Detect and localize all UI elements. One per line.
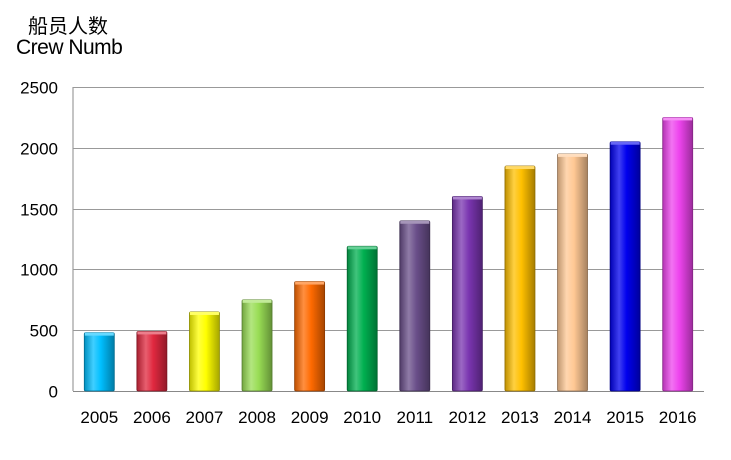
- bar-body: [504, 165, 536, 392]
- x-tick-label: 2009: [291, 408, 329, 427]
- bar-top-bevel: [558, 153, 588, 157]
- bar-top-bevel: [295, 281, 325, 285]
- bar-top-bevel: [663, 117, 693, 121]
- bar-top-bevel: [347, 246, 377, 250]
- bar-2012: [451, 196, 483, 392]
- bar-2008: [241, 299, 273, 392]
- bar-top-bevel: [189, 311, 219, 315]
- x-tick-label: 2015: [606, 408, 644, 427]
- chart-title-chinese: 船员人数: [28, 14, 108, 38]
- gridlines: [72, 87, 704, 392]
- bar-top-bevel: [242, 299, 272, 303]
- bar-top-bevel: [84, 332, 114, 336]
- bar-body: [557, 153, 588, 392]
- bar-body: [136, 331, 168, 392]
- x-tick-label: 2016: [659, 408, 697, 427]
- bar-2005: [83, 332, 115, 392]
- bar-body: [189, 311, 220, 392]
- bar-2009: [294, 281, 326, 392]
- bar-top-bevel: [137, 331, 167, 335]
- x-tick-label: 2008: [238, 408, 276, 427]
- bar-body: [609, 141, 641, 392]
- y-axis-tick-labels: 0 500 1000 1500 2000 2500: [20, 79, 58, 402]
- x-tick-label: 2010: [343, 408, 381, 427]
- x-axis-tick-labels: 2005 2006 2007 2008 2009 2010 2011 2012 2013 2014…: [80, 408, 696, 427]
- bar-body: [294, 281, 326, 392]
- bar-body: [399, 220, 431, 392]
- x-tick-label: 2007: [186, 408, 224, 427]
- bar-2013: [504, 165, 536, 392]
- bar-body: [241, 299, 273, 392]
- bar-2015: [609, 141, 641, 392]
- y-tick-label: 0: [49, 383, 58, 402]
- bar-2016: [662, 117, 694, 392]
- bar-body: [346, 245, 378, 392]
- y-tick-label: 2000: [20, 140, 58, 159]
- x-tick-label: 2012: [448, 408, 486, 427]
- bar-2014: [557, 153, 588, 392]
- bar-top-bevel: [452, 196, 482, 200]
- x-tick-label: 2013: [501, 408, 539, 427]
- bar-body: [662, 117, 694, 392]
- bar-2010: [346, 245, 378, 392]
- y-tick-label: 1000: [20, 261, 58, 280]
- bar-top-bevel: [400, 220, 430, 224]
- bar-2007: [189, 311, 220, 392]
- bars: [83, 117, 694, 392]
- x-tick-label: 2011: [397, 408, 434, 427]
- x-tick-label: 2005: [80, 408, 118, 427]
- x-tick-label: 2014: [554, 408, 592, 427]
- y-tick-label: 1500: [20, 201, 58, 220]
- bar-2011: [399, 220, 431, 392]
- bar-body: [83, 332, 115, 392]
- bar-top-bevel: [610, 141, 640, 145]
- y-tick-label: 500: [30, 322, 58, 341]
- bar-2006: [136, 331, 168, 392]
- bar-body: [451, 196, 483, 392]
- x-tick-label: 2006: [133, 408, 171, 427]
- y-tick-label: 2500: [20, 79, 58, 98]
- bar-top-bevel: [505, 166, 535, 170]
- chart-title-english: Crew Numb: [16, 36, 123, 59]
